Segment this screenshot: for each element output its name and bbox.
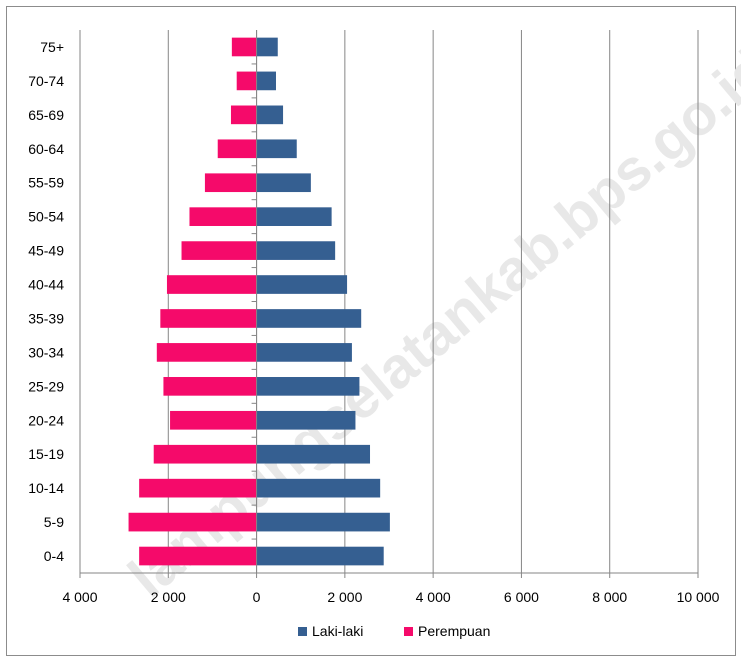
y-tick-label: 25-29	[28, 378, 64, 394]
bars	[128, 37, 390, 566]
bar-perempuan-65-69	[230, 105, 257, 125]
bar-laki-laki-60-64	[256, 139, 297, 159]
y-tick-label: 75+	[40, 39, 64, 55]
legend-label-laki-laki: Laki-laki	[312, 623, 363, 639]
bar-laki-laki-70-74	[256, 71, 276, 91]
y-tick-label: 70-74	[28, 73, 64, 89]
bar-laki-laki-65-69	[256, 105, 284, 125]
legend-swatch-perempuan	[404, 627, 413, 636]
bar-laki-laki-10-14	[256, 478, 381, 498]
y-tick-label: 30-34	[28, 344, 64, 360]
bar-perempuan-70-74	[236, 71, 257, 91]
y-tick-label: 60-64	[28, 141, 64, 157]
bar-laki-laki-75+	[256, 37, 278, 57]
axes	[79, 30, 699, 578]
y-tick-label: 10-14	[28, 480, 64, 496]
legend-swatch-laki-laki	[298, 627, 307, 636]
y-tick-label: 65-69	[28, 107, 64, 123]
y-tick-label: 5-9	[44, 514, 64, 530]
x-tick-label: 6 000	[504, 589, 539, 605]
bar-perempuan-50-54	[189, 207, 257, 226]
bar-laki-laki-30-34	[256, 343, 352, 362]
bar-laki-laki-35-39	[256, 309, 362, 328]
y-tick-label: 45-49	[28, 243, 64, 259]
y-tick-label: 20-24	[28, 412, 64, 428]
y-tick-labels: 0-4 5-9 10-14 15-19 20-24 25-29 30-34 35-39 40-4…	[28, 39, 64, 564]
x-tick-label: 10 000	[677, 589, 720, 605]
bar-perempuan-5-9	[128, 512, 257, 532]
bar-perempuan-75+	[231, 37, 257, 57]
bar-perempuan-55-59	[204, 173, 257, 193]
bar-perempuan-0-4	[139, 546, 257, 566]
y-tick-label: 35-39	[28, 310, 64, 326]
y-tick-label: 55-59	[28, 175, 64, 191]
bar-laki-laki-50-54	[256, 207, 332, 226]
bar-perempuan-60-64	[217, 139, 257, 159]
bar-laki-laki-20-24	[256, 410, 356, 430]
bar-perempuan-45-49	[181, 241, 257, 260]
y-tick-label: 40-44	[28, 277, 64, 293]
bar-laki-laki-5-9	[256, 512, 390, 532]
bar-perempuan-30-34	[156, 343, 257, 362]
x-tick-label: 2 000	[327, 589, 362, 605]
bar-perempuan-40-44	[166, 275, 257, 294]
bar-perempuan-15-19	[153, 444, 257, 464]
y-tick-label: 15-19	[28, 446, 64, 462]
y-tick-label: 50-54	[28, 209, 64, 225]
bar-laki-laki-40-44	[256, 275, 348, 294]
legend-label-perempuan: Perempuan	[418, 623, 490, 639]
bar-laki-laki-55-59	[256, 173, 311, 193]
x-tick-label: 4 000	[62, 589, 97, 605]
x-tick-label: 0	[253, 589, 261, 605]
bar-laki-laki-0-4	[256, 546, 384, 566]
bar-perempuan-25-29	[163, 377, 257, 396]
bar-perempuan-10-14	[139, 478, 257, 498]
bar-laki-laki-15-19	[256, 444, 371, 464]
bar-perempuan-35-39	[160, 309, 257, 328]
x-tick-label: 2 000	[151, 589, 186, 605]
x-tick-labels: 4 000 2 000 0 2 000 4 000 6 000 8 000 10 000	[62, 589, 719, 605]
bar-laki-laki-25-29	[256, 377, 360, 396]
bar-laki-laki-45-49	[256, 241, 336, 260]
legend: Laki-laki Perempuan	[298, 623, 490, 639]
x-tick-label: 8 000	[592, 589, 627, 605]
y-tick-label: 0-4	[44, 548, 64, 564]
bar-perempuan-20-24	[170, 410, 257, 430]
x-tick-label: 4 000	[416, 589, 451, 605]
